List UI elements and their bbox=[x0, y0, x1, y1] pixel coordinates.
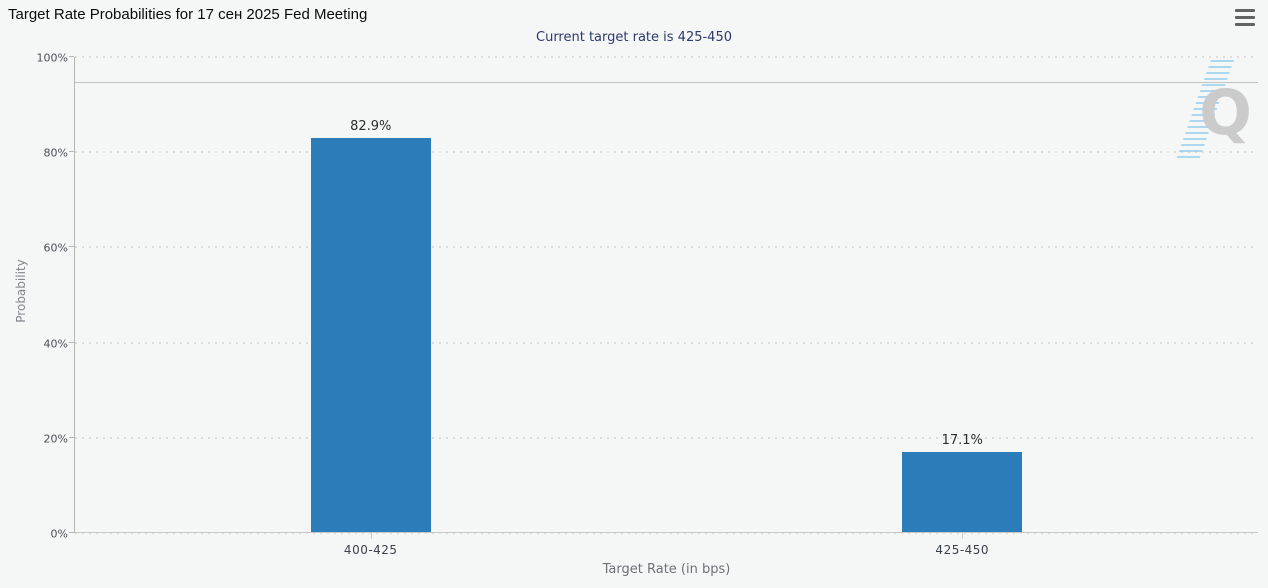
y-axis-tick-label: 100% bbox=[36, 51, 68, 65]
y-axis-tick-label: 80% bbox=[43, 146, 68, 160]
gridline bbox=[75, 532, 1258, 534]
x-axis-tick bbox=[370, 533, 372, 539]
gridline bbox=[75, 246, 1258, 249]
gridline bbox=[75, 151, 1258, 154]
y-axis-tick bbox=[69, 246, 74, 248]
hamburger-bar bbox=[1235, 16, 1255, 19]
x-axis-category-label: 425-450 bbox=[935, 543, 990, 557]
bar-value-label: 82.9% bbox=[350, 119, 392, 135]
y-axis-tick-label: 40% bbox=[43, 337, 68, 351]
chart-subtitle: Current target rate is 425-450 bbox=[536, 30, 732, 45]
x-axis-title: Target Rate (in bps) bbox=[602, 562, 731, 577]
y-axis-tick-label: 0% bbox=[50, 527, 68, 541]
x-axis-category-label: 400-425 bbox=[343, 543, 398, 557]
chart-title: Target Rate Probabilities for 17 сен 202… bbox=[8, 6, 368, 23]
hamburger-bar bbox=[1235, 9, 1255, 12]
y-axis-line bbox=[74, 57, 75, 533]
y-axis-tick bbox=[69, 151, 74, 153]
hamburger-menu-icon[interactable] bbox=[1235, 9, 1257, 26]
y-axis-tick-label: 20% bbox=[43, 432, 68, 446]
plot-area: Q 0% 20% 40% 60% 80% 100% 400-425 425-450 82.9… bbox=[37, 52, 1258, 557]
y-axis-tick bbox=[69, 56, 74, 57]
x-axis-tick bbox=[962, 533, 964, 539]
y-axis-tick bbox=[69, 341, 74, 343]
watermark-q-icon: Q bbox=[1199, 76, 1252, 149]
y-axis-tick-label: 60% bbox=[43, 241, 68, 255]
gridline bbox=[75, 341, 1258, 344]
y-axis-tick bbox=[69, 436, 74, 438]
hamburger-bar bbox=[1235, 23, 1255, 26]
gridline bbox=[75, 436, 1258, 439]
bar-value-label: 17.1% bbox=[941, 432, 983, 448]
gridline bbox=[75, 56, 1258, 58]
top-plotline bbox=[75, 82, 1258, 84]
y-axis-title: Probability bbox=[14, 259, 28, 323]
bar[interactable] bbox=[310, 138, 431, 533]
watermark-logo: Q bbox=[1176, 60, 1254, 160]
bar[interactable] bbox=[902, 451, 1023, 533]
y-axis-tick bbox=[69, 532, 74, 533]
x-axis-line bbox=[75, 532, 1258, 533]
